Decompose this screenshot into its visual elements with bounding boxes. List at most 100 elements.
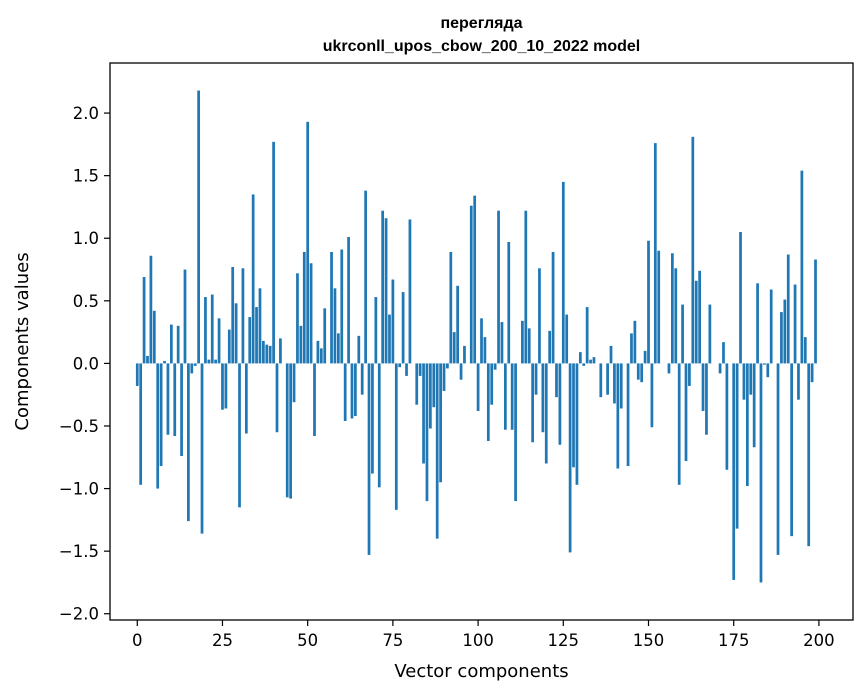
bar-21 <box>207 359 211 364</box>
bar-132 <box>585 307 589 364</box>
bar-54 <box>319 348 323 364</box>
bar-62 <box>347 236 350 364</box>
bar-11 <box>173 363 177 436</box>
bar-164 <box>694 280 698 364</box>
bar-107 <box>500 322 504 364</box>
bar-66 <box>360 363 364 395</box>
bar-77 <box>398 363 402 368</box>
bar-116 <box>531 363 534 443</box>
bar-191 <box>786 254 790 364</box>
y-tick-label-1: −1.5 <box>59 542 99 561</box>
bar-136 <box>599 363 603 398</box>
x-tick-label-125: 125 <box>548 631 580 650</box>
bar-72 <box>381 210 385 364</box>
bar-177 <box>739 231 742 364</box>
bar-178 <box>742 363 746 400</box>
bar-117 <box>534 363 538 395</box>
y-tick-label-8: 2.0 <box>73 104 99 123</box>
bar-91 <box>446 363 449 369</box>
bar-140 <box>613 363 616 404</box>
bar-110 <box>510 363 514 430</box>
y-tick-label-3: −0.5 <box>59 417 99 436</box>
bar-161 <box>684 363 688 462</box>
bar-141 <box>616 363 620 469</box>
x-tick-label-100: 100 <box>462 631 494 650</box>
bar-50 <box>306 121 310 364</box>
bar-87 <box>432 363 436 408</box>
bar-67 <box>364 190 367 364</box>
bar-101 <box>480 318 483 364</box>
bar-199 <box>814 259 817 364</box>
bar-40 <box>272 141 275 364</box>
bar-179 <box>745 363 749 487</box>
bar-165 <box>698 270 701 364</box>
bar-71 <box>377 363 381 488</box>
bar-25 <box>221 363 224 410</box>
bar-92 <box>449 252 453 364</box>
plot-frame <box>109 62 854 621</box>
bar-23 <box>214 359 218 364</box>
bar-42 <box>279 338 282 364</box>
bar-36 <box>258 288 262 364</box>
bar-85 <box>425 363 429 502</box>
bar-29 <box>234 303 238 364</box>
chart-title-line-1: перегляда <box>440 15 522 32</box>
chart-title-line-2: ukrconll_upos_cbow_200_10_2022 model <box>323 38 640 55</box>
x-tick-label-25: 25 <box>212 631 233 650</box>
bar-171 <box>718 363 722 374</box>
bar-5 <box>152 310 156 364</box>
bar-31 <box>241 268 245 364</box>
bar-144 <box>626 363 630 467</box>
bar-99 <box>473 195 477 364</box>
bar-79 <box>405 363 408 376</box>
bar-151 <box>650 363 654 428</box>
bar-86 <box>429 363 432 429</box>
bar-60 <box>340 249 344 364</box>
bar-34 <box>251 194 255 364</box>
bar-175 <box>732 363 736 580</box>
bar-59 <box>336 333 340 364</box>
bar-121 <box>548 330 552 364</box>
bar-48 <box>299 325 303 364</box>
bar-46 <box>292 363 296 403</box>
bar-195 <box>800 170 804 364</box>
bar-64 <box>354 363 357 416</box>
bar-88 <box>435 363 439 539</box>
bar-53 <box>316 340 320 364</box>
bar-149 <box>643 350 647 364</box>
x-axis-label: Vector components <box>394 661 568 682</box>
bar-173 <box>725 363 729 470</box>
bar-51 <box>309 263 313 364</box>
bar-78 <box>401 292 405 364</box>
bar-94 <box>456 285 460 364</box>
bar-35 <box>255 307 258 364</box>
bar-145 <box>630 333 633 364</box>
bar-127 <box>568 363 572 553</box>
bar-63 <box>350 363 354 419</box>
bar-1 <box>139 363 143 485</box>
bar-184 <box>763 363 766 365</box>
bar-192 <box>790 363 794 537</box>
bar-126 <box>565 314 569 364</box>
bar-82 <box>415 363 419 405</box>
x-tick-label-200: 200 <box>803 631 835 650</box>
x-tick-label-175: 175 <box>718 631 750 650</box>
y-tick-label-6: 1.0 <box>73 229 99 248</box>
bar-68 <box>367 363 371 555</box>
bar-0 <box>135 363 139 386</box>
bar-26 <box>224 363 228 409</box>
bar-172 <box>722 342 725 364</box>
bar-49 <box>302 252 306 364</box>
bar-147 <box>636 363 640 380</box>
bar-193 <box>793 284 797 364</box>
bar-19 <box>200 363 204 534</box>
bar-118 <box>538 268 541 364</box>
bar-109 <box>507 241 511 364</box>
bar-153 <box>657 250 661 364</box>
bar-80 <box>408 219 412 364</box>
bar-75 <box>391 279 395 364</box>
bar-188 <box>776 363 780 555</box>
bar-18 <box>197 90 200 364</box>
bar-24 <box>217 318 221 364</box>
